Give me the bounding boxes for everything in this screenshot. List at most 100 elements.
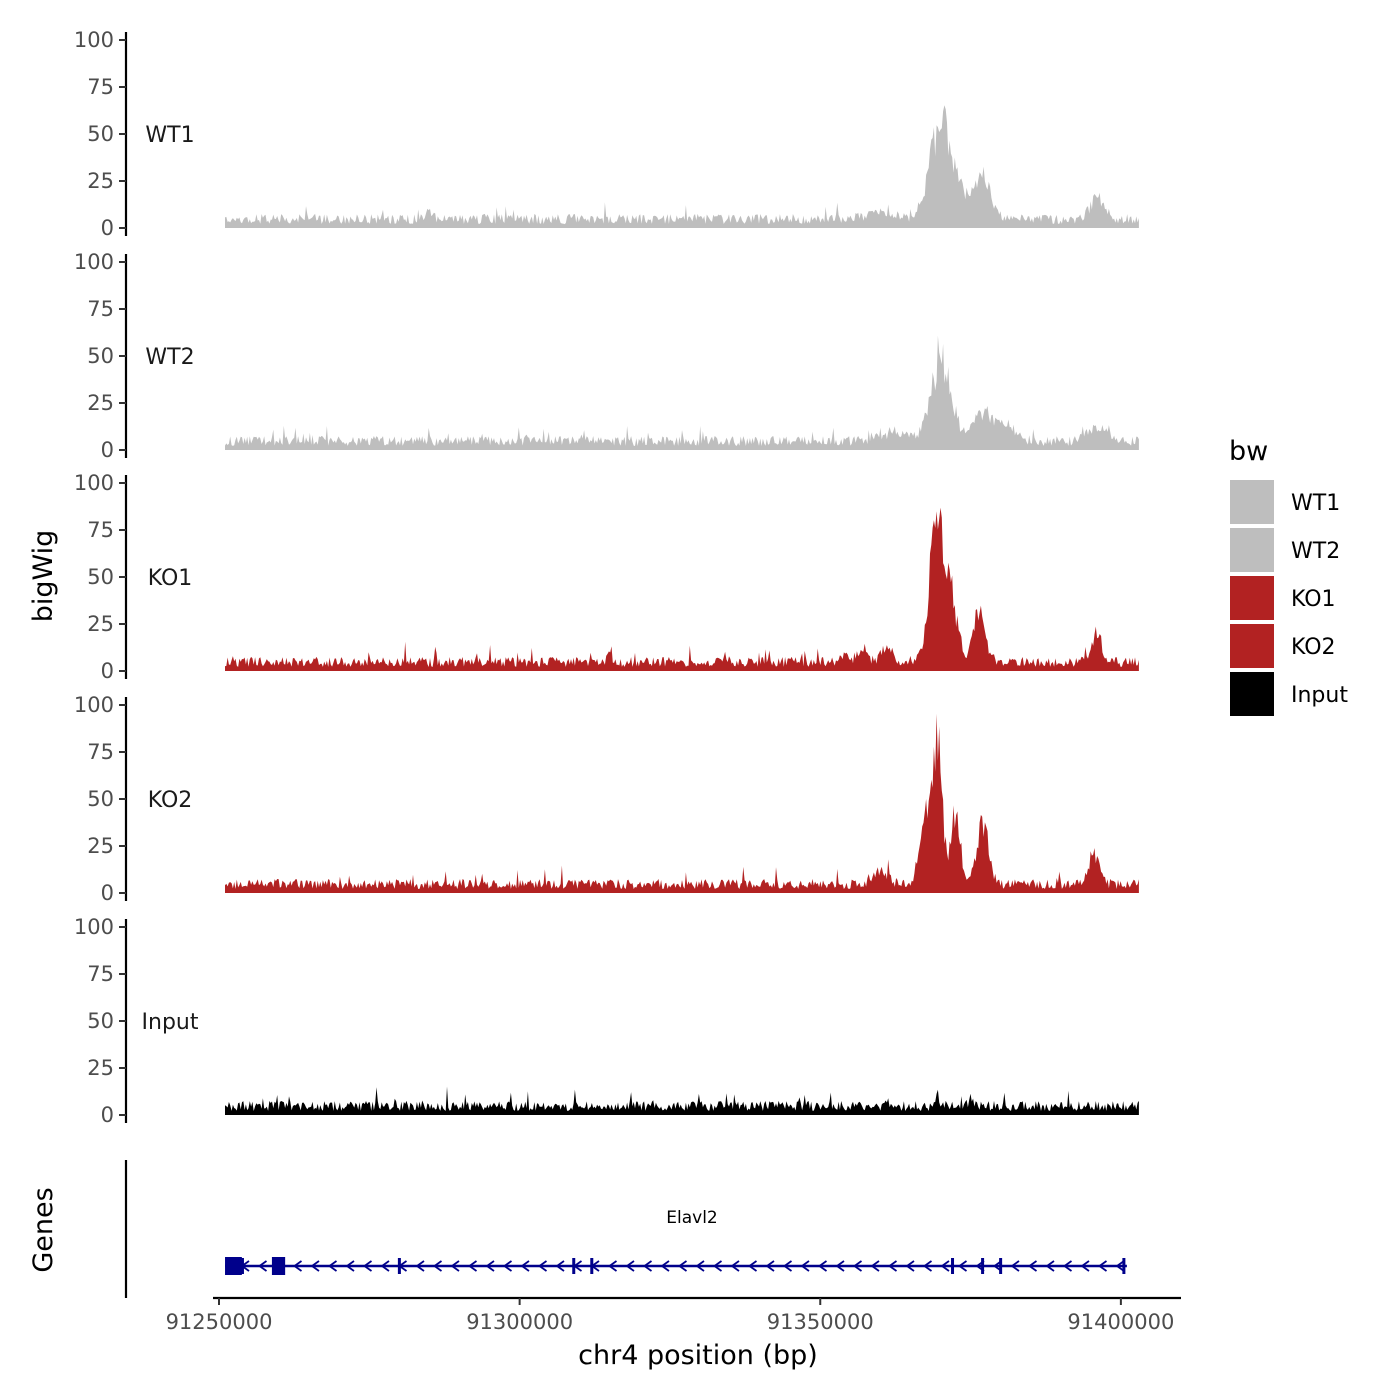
gene-exon (999, 1258, 1003, 1274)
legend-label-ko2: KO2 (1291, 635, 1336, 660)
strand-arrow (520, 1260, 530, 1272)
strand-arrow (625, 1260, 635, 1272)
gene-track-title: Genes (28, 1187, 59, 1272)
gene-exon (981, 1258, 985, 1274)
strand-arrow (292, 1260, 303, 1272)
strand-arrow (485, 1260, 495, 1272)
y-tick-label: 25 (87, 391, 114, 415)
strand-arrow (730, 1260, 740, 1272)
legend-label-input: Input (1291, 683, 1348, 708)
strand-arrow (922, 1260, 933, 1272)
strand-arrow (502, 1260, 513, 1272)
strand-arrow (432, 1260, 443, 1272)
y-tick-label: 75 (87, 297, 114, 321)
y-tick-label: 0 (101, 216, 114, 240)
y-tick-label: 25 (87, 834, 114, 858)
signal-tracks: 0 25 50 75 100 WT1 0 25 50 75 100 WT2 0 25 50 75 100 KO1 0… (74, 28, 1139, 1127)
legend-swatch-ko1 (1230, 576, 1274, 620)
gene-exon (240, 1258, 244, 1274)
track-ko1: 0 25 50 75 100 KO1 (74, 471, 1139, 683)
strand-arrow (712, 1260, 723, 1272)
y-tick-label: 100 (74, 471, 114, 495)
strand-arrow (747, 1260, 758, 1272)
strand-arrow (817, 1260, 828, 1272)
track-label: WT2 (145, 345, 194, 370)
gene-exon (397, 1258, 401, 1274)
strand-arrow (1027, 1260, 1038, 1272)
strand-arrow (345, 1260, 355, 1272)
legend-title: bw (1229, 436, 1268, 467)
y-tick-label: 25 (87, 169, 114, 193)
strand-arrow (677, 1260, 688, 1272)
strand-arrow (957, 1260, 968, 1272)
strand-arrow (887, 1260, 898, 1272)
signal-area-ko2 (225, 713, 1139, 893)
strand-arrow (1080, 1260, 1090, 1272)
strand-arrow (1010, 1260, 1020, 1272)
strand-arrow (257, 1260, 268, 1272)
x-tick-label: 91350000 (767, 1310, 874, 1334)
y-tick-label: 0 (101, 881, 114, 905)
strand-arrow (362, 1260, 373, 1272)
y-tick-label: 0 (101, 1103, 114, 1127)
strand-arrow (940, 1260, 950, 1272)
signal-area-input (225, 1086, 1139, 1115)
track-ko2: 0 25 50 75 100 KO2 (74, 693, 1139, 905)
gene-name-label: Elavl2 (666, 1208, 717, 1228)
gene-exon (225, 1257, 242, 1275)
track-input: 0 25 50 75 100 Input (74, 915, 1139, 1127)
y-tick-label: 100 (74, 693, 114, 717)
y-tick-label: 25 (87, 1056, 114, 1080)
signal-area-wt1 (225, 105, 1139, 228)
strand-arrow (905, 1260, 915, 1272)
strand-arrow (800, 1260, 810, 1272)
strand-arrow (467, 1260, 478, 1272)
gene-exon (271, 1257, 286, 1275)
track-label: WT1 (145, 123, 194, 148)
y-tick-label: 50 (87, 1009, 114, 1033)
y-tick-label: 75 (87, 962, 114, 986)
y-tick-label: 50 (87, 565, 114, 589)
y-tick-label: 0 (101, 659, 114, 683)
y-tick-label: 100 (74, 915, 114, 939)
y-tick-label: 75 (87, 518, 114, 542)
strand-arrow (782, 1260, 793, 1272)
gene-track: Elavl2 (124, 1160, 1127, 1298)
x-tick-label: 91300000 (466, 1310, 573, 1334)
strand-arrow (555, 1260, 565, 1272)
strand-arrow (1115, 1260, 1125, 1272)
y-tick-label: 100 (74, 250, 114, 274)
track-label: KO1 (148, 566, 193, 591)
strand-arrow (835, 1260, 845, 1272)
x-tick-label: 91250000 (166, 1310, 273, 1334)
gene-exon (951, 1258, 955, 1274)
track-wt2: 0 25 50 75 100 WT2 (74, 250, 1139, 462)
track-label: KO2 (148, 788, 193, 813)
y-tick-label: 50 (87, 344, 114, 368)
strand-arrow (310, 1260, 320, 1272)
legend-swatch-wt1 (1230, 480, 1274, 524)
strand-arrow (537, 1260, 548, 1272)
y-tick-label: 0 (101, 438, 114, 462)
track-wt1: 0 25 50 75 100 WT1 (74, 28, 1139, 240)
legend-swatch-ko2 (1230, 624, 1274, 668)
legend-label-ko1: KO1 (1291, 587, 1336, 612)
legend: bw WT1 WT2 KO1 KO2 Input (1229, 436, 1348, 716)
strand-arrow (450, 1260, 460, 1272)
legend-label-wt2: WT2 (1291, 539, 1340, 564)
strand-arrow (415, 1260, 425, 1272)
legend-swatch-wt2 (1230, 528, 1274, 572)
strand-arrow (852, 1260, 863, 1272)
x-tick-label: 91400000 (1067, 1310, 1174, 1334)
y-tick-label: 100 (74, 28, 114, 52)
signal-area-wt2 (225, 335, 1139, 450)
strand-arrow (327, 1260, 338, 1272)
legend-swatch-input (1230, 672, 1274, 716)
gene-exon (572, 1258, 576, 1274)
strand-arrow (1045, 1260, 1055, 1272)
gene-exon (590, 1258, 594, 1274)
y-axis-title: bigWig (28, 530, 59, 623)
strand-arrow (1097, 1260, 1108, 1272)
x-axis-title: chr4 position (bp) (578, 1340, 818, 1371)
